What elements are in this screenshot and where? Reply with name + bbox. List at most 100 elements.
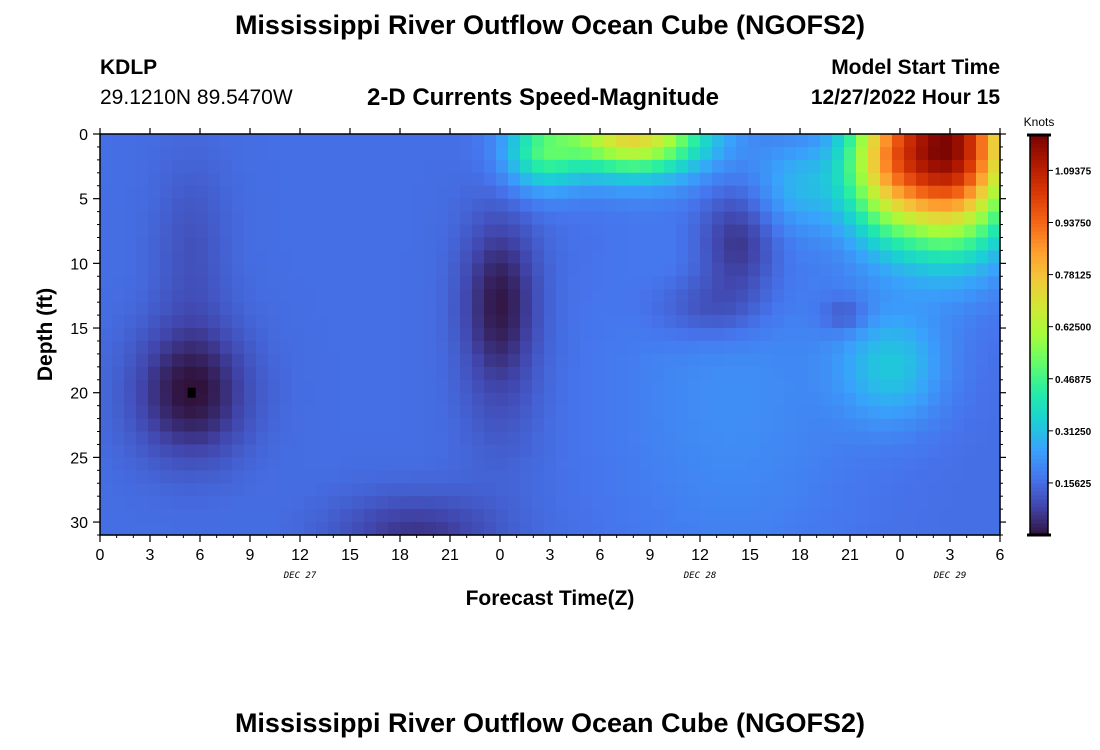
heatmap-cell <box>544 328 557 342</box>
heatmap-cell <box>280 276 293 290</box>
heatmap-cell <box>172 470 185 484</box>
heatmap-cell <box>892 405 905 420</box>
heatmap-cell <box>160 172 173 187</box>
heatmap-cell <box>232 496 245 510</box>
heatmap-cell <box>160 159 173 174</box>
heatmap-cell <box>196 211 209 226</box>
heatmap-cell <box>304 418 317 433</box>
heatmap-cell <box>352 444 365 458</box>
heatmap-cell <box>484 289 497 303</box>
heatmap-cell <box>340 146 353 161</box>
colorbar-tick-label: 0.78125 <box>1055 271 1092 282</box>
heatmap-cell <box>988 366 1001 381</box>
heatmap-cell <box>460 134 473 148</box>
heatmap-cell <box>880 146 893 161</box>
heatmap-cell <box>508 379 521 394</box>
heatmap-cell <box>496 237 509 252</box>
heatmap-cell <box>280 237 293 252</box>
heatmap-cell <box>712 405 725 420</box>
heatmap-cell <box>292 315 305 329</box>
heatmap-cell <box>664 302 677 316</box>
heatmap-cell <box>640 353 653 368</box>
heatmap-cell <box>304 211 317 226</box>
heatmap-cell <box>748 522 761 536</box>
heatmap-cell <box>412 340 425 355</box>
heatmap-cell <box>940 263 953 277</box>
heatmap-cell <box>196 379 209 394</box>
heatmap-cell <box>568 224 581 239</box>
heatmap-cell <box>160 405 173 420</box>
heatmap-cell <box>820 340 833 355</box>
heatmap-cell <box>256 224 269 239</box>
model-start-label: Model Start Time <box>831 56 1000 79</box>
heatmap-cell <box>640 470 653 484</box>
heatmap-cell <box>916 211 929 226</box>
heatmap-cell <box>892 328 905 342</box>
heatmap-cell <box>724 211 737 226</box>
heatmap-cell <box>592 379 605 394</box>
heatmap-cell <box>700 185 713 200</box>
heatmap-cell <box>256 211 269 226</box>
heatmap-cell <box>844 328 857 342</box>
heatmap-cell <box>316 379 329 394</box>
heatmap-cell <box>712 263 725 277</box>
heatmap-cell <box>808 405 821 420</box>
heatmap-cell <box>448 405 461 420</box>
heatmap-cell <box>724 146 737 161</box>
heatmap-cell <box>724 522 737 536</box>
heatmap-cell <box>652 444 665 458</box>
colorbar-segment <box>1030 507 1048 512</box>
heatmap-cell <box>928 509 941 523</box>
heatmap-cell <box>496 159 509 174</box>
heatmap-cell <box>256 263 269 277</box>
x-tick-label: 21 <box>841 547 859 564</box>
heatmap-cell <box>796 211 809 226</box>
heatmap-cell <box>472 146 485 161</box>
heatmap-cell <box>856 159 869 174</box>
heatmap-cell <box>808 353 821 368</box>
heatmap-cell <box>340 522 353 536</box>
heatmap-cell <box>568 457 581 471</box>
heatmap-cell <box>244 134 257 148</box>
heatmap-cell <box>868 366 881 381</box>
heatmap-cell <box>556 470 569 484</box>
heatmap-cell <box>124 470 137 484</box>
colorbar-segment <box>1030 479 1048 484</box>
heatmap-cell <box>916 159 929 174</box>
heatmap-cell <box>172 237 185 252</box>
heatmap-cell <box>472 496 485 510</box>
heatmap-cell <box>568 159 581 174</box>
heatmap-cell <box>844 134 857 148</box>
heatmap-cell <box>100 340 113 355</box>
heatmap-cell <box>976 379 989 394</box>
heatmap-cell <box>256 172 269 187</box>
heatmap-cell <box>472 328 485 342</box>
heatmap-cell <box>700 289 713 303</box>
heatmap-cell <box>868 470 881 484</box>
heatmap-cell <box>196 418 209 433</box>
heatmap-cell <box>784 302 797 316</box>
heatmap-cell <box>676 250 689 264</box>
heatmap-cell <box>220 224 233 239</box>
colorbar-segment <box>1030 527 1048 532</box>
heatmap-cell <box>616 405 629 420</box>
heatmap-cell <box>844 263 857 277</box>
heatmap-cell <box>520 340 533 355</box>
heatmap-cell <box>184 328 197 342</box>
heatmap-cell <box>496 211 509 226</box>
heatmap-cell <box>904 366 917 381</box>
heatmap-cell <box>244 159 257 174</box>
heatmap-cell <box>724 134 737 148</box>
colorbar-segment <box>1030 391 1048 396</box>
heatmap-cell <box>400 509 413 523</box>
heatmap-cell <box>196 315 209 329</box>
heatmap-cell <box>364 392 377 407</box>
heatmap-cell <box>268 263 281 277</box>
heatmap-cell <box>856 470 869 484</box>
heatmap-cell <box>148 134 161 148</box>
heatmap-cell <box>772 263 785 277</box>
heatmap-cell <box>748 340 761 355</box>
heatmap-cell <box>472 159 485 174</box>
heatmap-cell <box>172 509 185 523</box>
heatmap-cell <box>676 509 689 523</box>
